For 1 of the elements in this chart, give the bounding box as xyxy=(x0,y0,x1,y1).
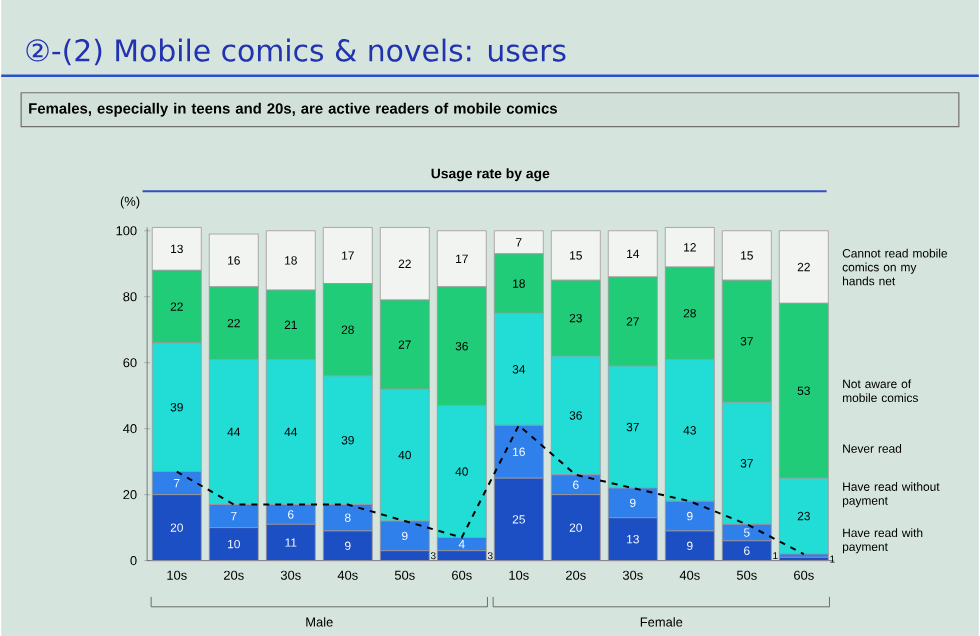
chart-title: ②-(2) Mobile comics & novels: users xyxy=(26,38,566,65)
